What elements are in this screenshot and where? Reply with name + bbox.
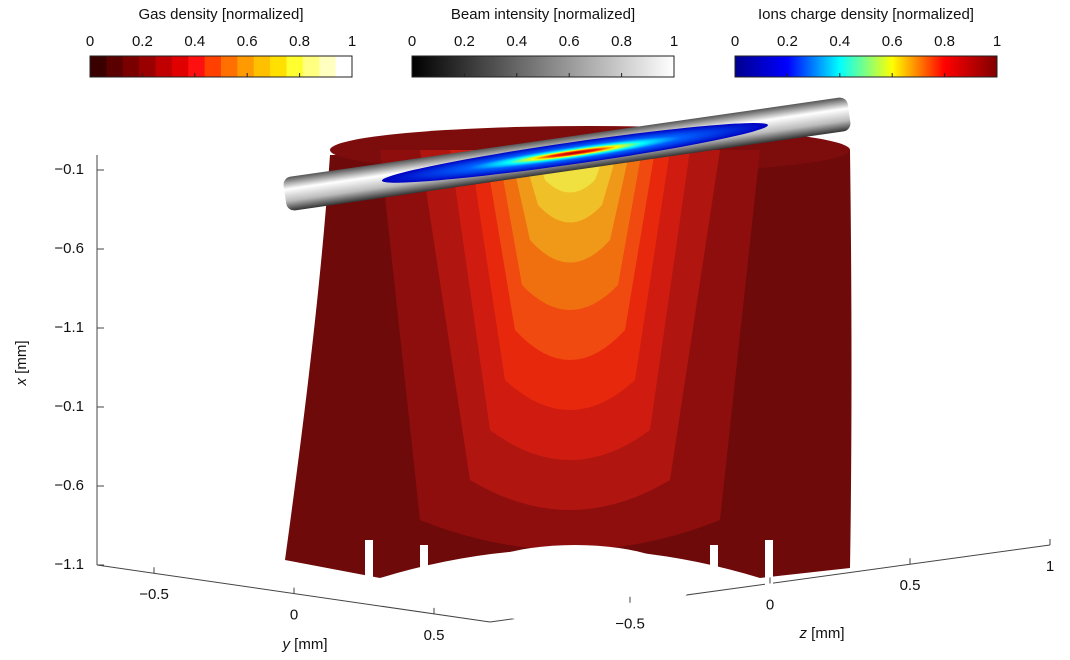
colorbar-step [286,56,304,77]
colorbar-step [122,56,140,77]
axis-variable: y [282,636,292,653]
colorbar-step [221,56,238,77]
z-tick-label: 0.5 [900,577,921,594]
x-tick-label: −1.1 [54,556,84,573]
colorbar-step [204,56,222,77]
colorbar-tick-label: 0 [731,33,739,50]
colorbar-step [302,56,320,77]
z-tick-label: 1 [1046,558,1054,575]
colorbar-tick-label: 0.6 [559,33,580,50]
axis-unit: [mm] [294,636,327,653]
colorbar-tick-label: 0.6 [237,33,258,50]
colorbar-title: Gas density [normalized] [138,6,303,23]
colorbar-border [734,55,998,78]
colorbar-tick-label: 0 [408,33,416,50]
colorbar-tick-label: 0.4 [506,33,527,50]
colorbar-tick-label: 0.2 [777,33,798,50]
x-tick-label: −1.1 [54,319,84,336]
colorbar-tick-label: 0.2 [132,33,153,50]
colorbar-step [188,56,206,77]
colorbar-step [171,56,189,77]
colorbar-step [139,56,156,77]
colorbar-tick-label: 0.8 [611,33,632,50]
colorbar-tick-label: 0.6 [882,33,903,50]
axis-variable: z [799,625,808,642]
y-tick-label: 0 [290,607,298,624]
y-axis-label: y [mm] [282,636,328,653]
colorbar-tick-label: 1 [670,33,678,50]
beam [283,97,851,211]
colorbar-fill [735,56,997,77]
colorbar-step [237,56,255,77]
z-axis-label: z [mm] [799,625,845,642]
colorbar-tick-label: 0.8 [289,33,310,50]
x-axis-label: x [mm] [13,341,30,387]
colorbar-step [319,56,337,77]
axis-unit: [mm] [13,341,30,374]
colorbar-tick-label: 0.4 [829,33,850,50]
colorbar-title: Ions charge density [normalized] [758,6,974,23]
colorbar-tick-label: 1 [993,33,1001,50]
colorbar-step [155,56,173,77]
colorbar-step [253,56,271,77]
axis-variable: x [13,378,30,387]
colorbar-fill [412,56,674,77]
colorbar-title: Beam intensity [normalized] [451,6,635,23]
x-tick-label: −0.6 [54,240,84,257]
z-tick-label: −0.5 [615,616,645,633]
x-tick-label: −0.1 [54,398,84,415]
z-tick-label: 0 [766,596,774,613]
colorbar-step [270,56,287,77]
colorbar-step [106,56,124,77]
colorbar-border [89,55,353,78]
x-tick-label: −0.6 [54,477,84,494]
colorbar-border [411,55,675,78]
colorbar-tick-label: 0.8 [934,33,955,50]
x-tick-label: −0.1 [54,161,84,178]
colorbar-step [90,56,107,77]
y-tick-label: −0.5 [139,586,169,603]
colorbar-tick-label: 1 [348,33,356,50]
density-body [285,126,852,625]
colorbar-tick-label: 0.2 [454,33,475,50]
colorbar-tick-label: 0 [86,33,94,50]
y-tick-label: 0.5 [424,627,445,644]
colorbar-step [335,56,353,77]
colorbar-tick-label: 0.4 [184,33,205,50]
axis-unit: [mm] [811,625,844,642]
